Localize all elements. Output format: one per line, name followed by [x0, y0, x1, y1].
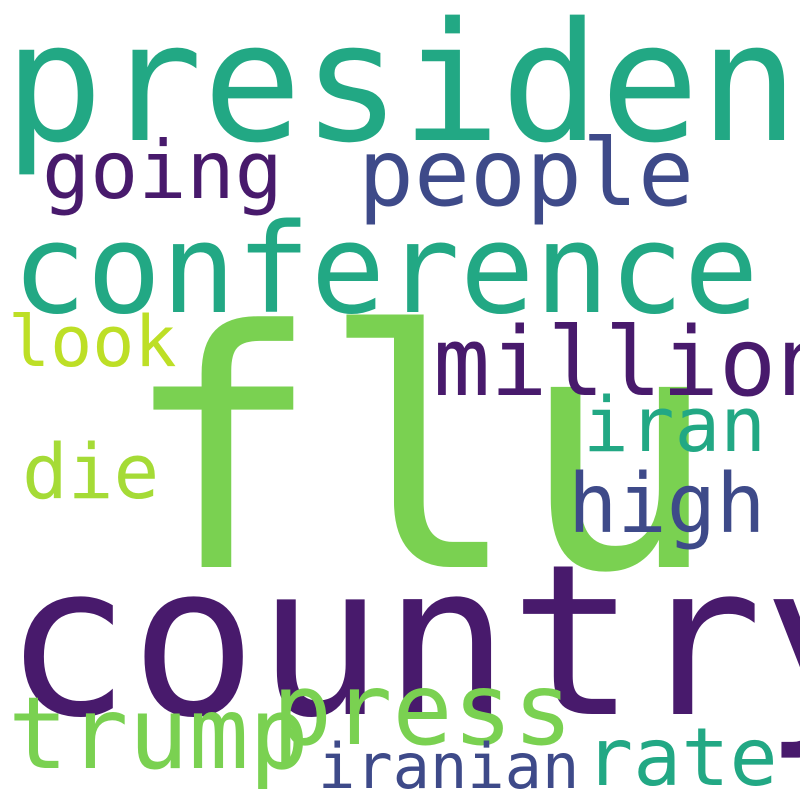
word-high: high — [568, 457, 766, 552]
word-country: country — [4, 519, 800, 764]
word-press: press — [272, 651, 574, 768]
word-trump: trump — [8, 675, 310, 792]
word-iranian: iranian — [318, 730, 580, 800]
word-president: president — [4, 0, 800, 179]
word-flu: flu — [122, 261, 719, 645]
word-iran: iran — [583, 380, 767, 469]
word-going: going — [42, 124, 283, 217]
word-million: million — [433, 308, 800, 418]
word-people: people — [358, 119, 694, 227]
word-die: die — [22, 427, 160, 516]
word-conference: conference — [12, 198, 759, 342]
word-rate: rate — [585, 711, 778, 800]
word-look: look — [8, 301, 177, 383]
